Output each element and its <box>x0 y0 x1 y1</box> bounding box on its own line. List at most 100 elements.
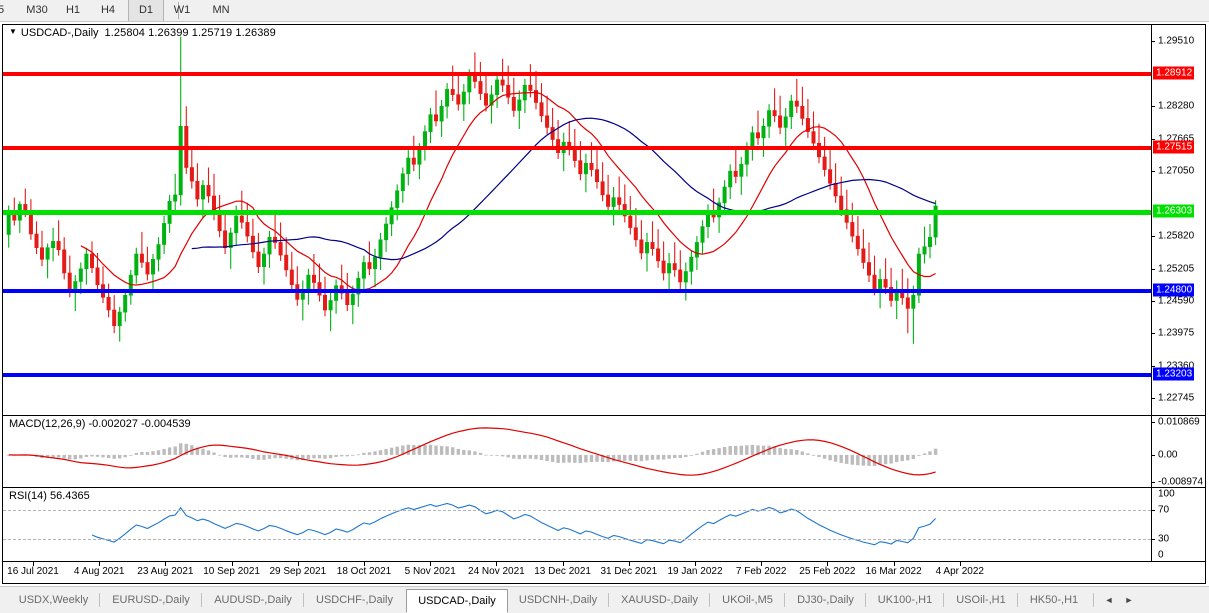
symbol-tab-ukoil--m5[interactable]: UKOil-,M5 <box>722 594 773 606</box>
candle <box>733 148 738 184</box>
candlestick-svg <box>6 36 938 344</box>
timeframe-button-mn[interactable]: MN <box>212 4 230 16</box>
macd-histogram-bar <box>734 445 738 455</box>
candle <box>611 187 616 226</box>
macd-histogram-bar <box>212 452 216 455</box>
candle <box>927 224 932 259</box>
rsi-axis: 100 70 30 0 <box>1151 488 1205 561</box>
symbol-tab-usdchf--daily[interactable]: USDCHF-,Daily <box>316 594 393 606</box>
macd-histogram-bar <box>395 446 399 455</box>
symbol-tab-usdx-weekly[interactable]: USDX,Weekly <box>18 594 89 606</box>
candle <box>439 99 444 137</box>
timeframe-button-h1[interactable]: H1 <box>65 4 81 16</box>
macd-histogram-bar <box>173 446 177 455</box>
macd-pane[interactable]: MACD(12,26,9) -0.002027 -0.004539 0.0108… <box>3 415 1205 488</box>
price-level-line-resistance[interactable] <box>3 145 1151 150</box>
date-tick-mark <box>364 562 365 566</box>
rsi-plot-area[interactable] <box>3 488 1151 561</box>
tab-separator <box>1017 593 1018 607</box>
macd-histogram-bar <box>156 450 161 455</box>
price-level-tag-support[interactable]: 1.23203 <box>1153 367 1195 381</box>
price-level-line-support[interactable] <box>3 288 1151 293</box>
macd-histogram-bar <box>106 454 111 458</box>
macd-histogram-bar <box>550 454 555 462</box>
macd-histogram-bar <box>240 454 244 458</box>
macd-histogram-bar <box>334 454 338 457</box>
candle <box>644 232 649 272</box>
price-tick-label: 1.24590 <box>1158 295 1195 307</box>
candle <box>900 268 905 305</box>
date-tick-mark <box>893 562 895 566</box>
price-level-line-pivot[interactable] <box>3 209 1151 215</box>
price-tick-mark <box>1152 171 1155 173</box>
macd-plot-area[interactable] <box>3 416 1151 487</box>
candle <box>261 247 266 285</box>
date-tick-mark <box>827 562 829 566</box>
date-tick-label: 19 Jan 2022 <box>667 566 723 577</box>
macd-histogram-bar <box>251 454 255 459</box>
price-level-tag-resistance[interactable]: 1.28912 <box>1153 66 1195 80</box>
macd-histogram-bar <box>822 454 827 459</box>
timeframe-button-w1[interactable]: W1 <box>173 4 191 16</box>
macd-histogram-bar <box>839 454 843 463</box>
symbol-tab-eurusd--daily[interactable]: EURUSD-,Daily <box>112 594 190 606</box>
rsi-level-line-70 <box>3 509 1151 511</box>
rsi-pane[interactable]: RSI(14) 56.4365 100 70 30 0 <box>3 487 1205 561</box>
macd-histogram-bar <box>356 454 360 456</box>
date-tick-mark <box>33 562 34 566</box>
date-axis[interactable]: 16 Jul 2021 4 Aug 2021 23 Aug 2021 10 Sep 2… <box>2 562 1206 584</box>
candle <box>123 289 128 322</box>
price-tick-label: 1.23975 <box>1158 327 1195 339</box>
date-tick-label: 4 Apr 2022 <box>935 566 984 577</box>
symbol-tab-xauusd--daily[interactable]: XAUUSD-,Daily <box>620 594 698 606</box>
macd-histogram-bar <box>645 454 649 461</box>
price-level-tag-resistance[interactable]: 1.27515 <box>1153 140 1195 154</box>
price-plot-area[interactable] <box>3 25 1151 415</box>
candle <box>772 88 777 123</box>
macd-histogram-bar <box>506 454 510 458</box>
moving-average-fast <box>80 91 936 291</box>
macd-tick-label: 0.00 <box>1158 449 1178 461</box>
timeframe-button-m30[interactable]: M30 <box>26 4 48 16</box>
tab-scroll-left-icon[interactable]: ◄ <box>1104 595 1114 605</box>
candle <box>278 222 283 261</box>
macd-histogram-bar <box>434 445 438 455</box>
candle <box>372 248 377 288</box>
macd-histogram-bar <box>45 454 50 459</box>
symbol-tab-hk50--h1[interactable]: HK50-,H1 <box>1029 594 1079 606</box>
symbol-tab-usdcad--daily[interactable]: USDCAD-,Daily <box>406 589 508 613</box>
price-level-tag-support[interactable]: 1.24800 <box>1153 283 1195 297</box>
chart-dropdown-icon[interactable]: ▼ <box>9 27 17 36</box>
price-level-line-support[interactable] <box>3 373 1151 378</box>
symbol-tab-dj30--daily[interactable]: DJ30-,Daily <box>797 594 854 606</box>
price-pane[interactable]: ▼ USDCAD-,Daily 1.25804 1.26399 1.25719 1.… <box>3 25 1205 415</box>
symbol-tab-usoil--h1[interactable]: USOil-,H1 <box>956 594 1006 606</box>
macd-histogram-bar <box>545 454 549 461</box>
candle <box>145 246 150 281</box>
macd-histogram-bar <box>340 454 344 457</box>
candle <box>422 125 427 161</box>
price-level-line-resistance[interactable] <box>3 71 1151 76</box>
price-level-tag-pivot[interactable]: 1.26303 <box>1153 204 1195 218</box>
candle <box>56 220 61 256</box>
symbol-tab-audusd--daily[interactable]: AUDUSD-,Daily <box>214 594 292 606</box>
price-axis[interactable]: 1.29510 1.28280 1.27665 1.27050 1.25820 1.252… <box>1151 25 1205 415</box>
candle <box>162 216 167 254</box>
tab-separator <box>303 593 304 607</box>
symbol-tab-uk100--h1[interactable]: UK100-,H1 <box>877 594 933 606</box>
macd-histogram-bar <box>489 454 494 456</box>
candle <box>822 136 827 177</box>
macd-histogram-bar <box>262 454 266 460</box>
candle <box>250 218 255 259</box>
macd-histogram-bar <box>739 445 743 455</box>
candle <box>406 150 411 186</box>
tab-scroll-right-icon[interactable]: ► <box>1124 595 1134 605</box>
timeframe-button-d1[interactable]: D1 <box>128 0 164 21</box>
macd-histogram-bar <box>68 454 72 460</box>
date-tick-label: 31 Dec 2021 <box>600 566 658 577</box>
macd-histogram-bar <box>878 454 882 465</box>
symbol-tab-usdcnh--daily[interactable]: USDCNH-,Daily <box>518 594 598 606</box>
timeframe-button-h4[interactable]: H4 <box>100 4 116 16</box>
timeframe-button-5[interactable]: 5 <box>0 4 5 16</box>
symbol-tab-bar: USDX,Weekly EURUSD-,Daily AUDUSD-,Daily USD… <box>0 586 1209 613</box>
